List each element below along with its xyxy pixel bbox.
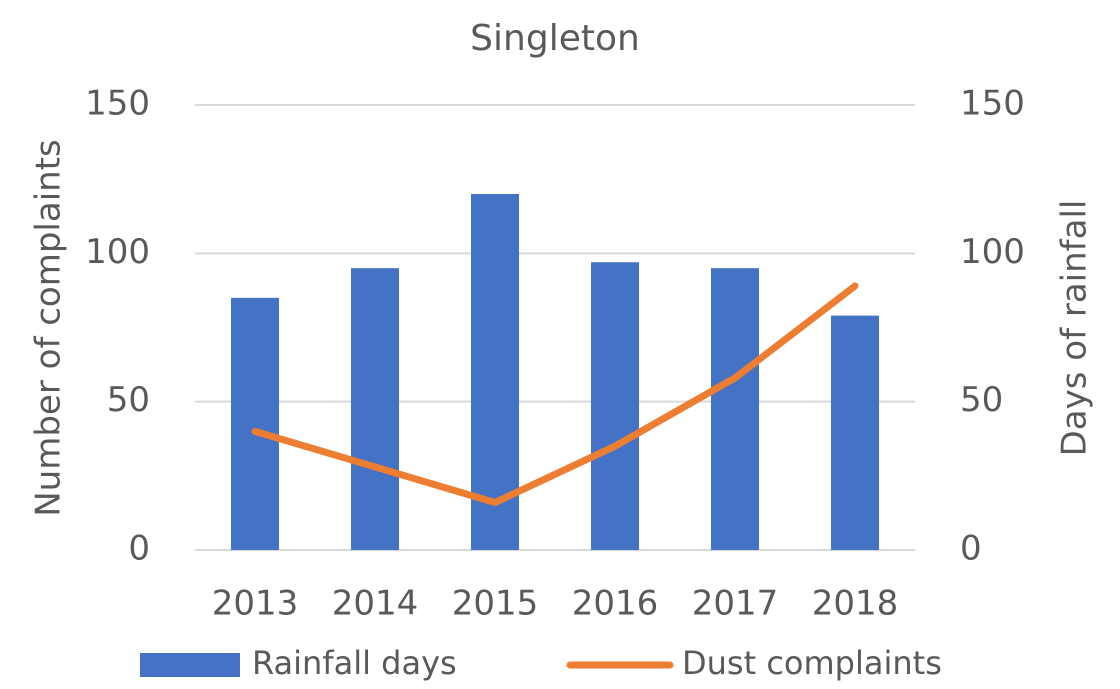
x-tick-label: 2015 — [452, 584, 539, 624]
legend-swatch — [140, 653, 240, 677]
y-tick-label: 50 — [107, 380, 150, 420]
y-axis-title: Number of complaints — [29, 139, 69, 517]
x-tick-label: 2016 — [572, 584, 659, 624]
line — [251, 282, 859, 507]
y-tick-label: 0 — [128, 529, 150, 569]
x-tick-label: 2014 — [332, 584, 419, 624]
y2-tick-label: 50 — [960, 380, 1003, 420]
chart-title: Singleton — [470, 18, 640, 59]
legend-label: Dust complaints — [682, 644, 942, 682]
x-tick-label: 2018 — [812, 584, 899, 624]
bar — [591, 262, 639, 550]
y-tick-label: 100 — [85, 232, 150, 272]
y2-tick-label: 100 — [960, 232, 1025, 272]
bar — [711, 268, 759, 550]
y2-tick-label: 0 — [960, 529, 982, 569]
y2-tick-label: 150 — [960, 84, 1025, 124]
x-tick-label: 2013 — [212, 584, 299, 624]
y2-axis-title: Days of rainfall — [1055, 200, 1095, 457]
y-tick-label: 150 — [85, 84, 150, 124]
bar — [231, 297, 279, 550]
bar — [471, 194, 519, 550]
bar — [831, 315, 879, 550]
bar — [351, 268, 399, 550]
legend-label: Rainfall days — [252, 644, 457, 682]
x-tick-label: 2017 — [692, 584, 779, 624]
